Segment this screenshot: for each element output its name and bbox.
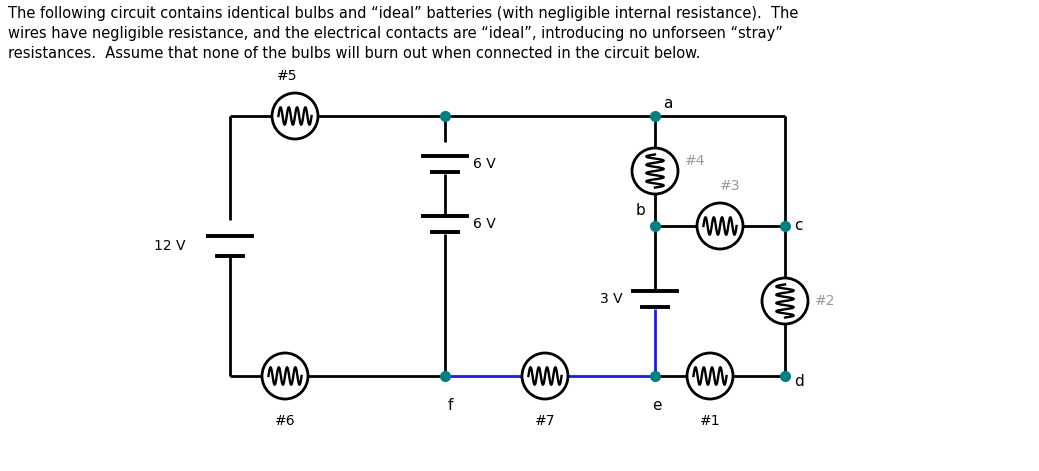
Text: #7: #7 — [535, 414, 555, 428]
Text: #4: #4 — [685, 154, 705, 168]
Text: b: b — [635, 203, 645, 218]
Circle shape — [272, 93, 318, 139]
Text: 6 V: 6 V — [473, 157, 496, 171]
Text: 3 V: 3 V — [601, 292, 623, 306]
Text: c: c — [794, 219, 802, 234]
Circle shape — [522, 353, 568, 399]
Text: #6: #6 — [274, 414, 295, 428]
Circle shape — [697, 203, 743, 249]
Text: d: d — [794, 374, 804, 389]
Circle shape — [262, 353, 308, 399]
Text: The following circuit contains identical bulbs and “ideal” batteries (with negli: The following circuit contains identical… — [8, 6, 798, 61]
Text: #2: #2 — [815, 294, 835, 308]
Text: f: f — [448, 398, 453, 413]
Text: #3: #3 — [720, 179, 740, 193]
Text: 6 V: 6 V — [473, 217, 496, 231]
Circle shape — [632, 148, 678, 194]
Text: #5: #5 — [276, 69, 297, 83]
Text: #1: #1 — [699, 414, 720, 428]
Circle shape — [762, 278, 808, 324]
Circle shape — [687, 353, 732, 399]
Text: 12 V: 12 V — [154, 239, 185, 253]
Text: e: e — [652, 398, 662, 413]
Text: a: a — [663, 96, 672, 111]
